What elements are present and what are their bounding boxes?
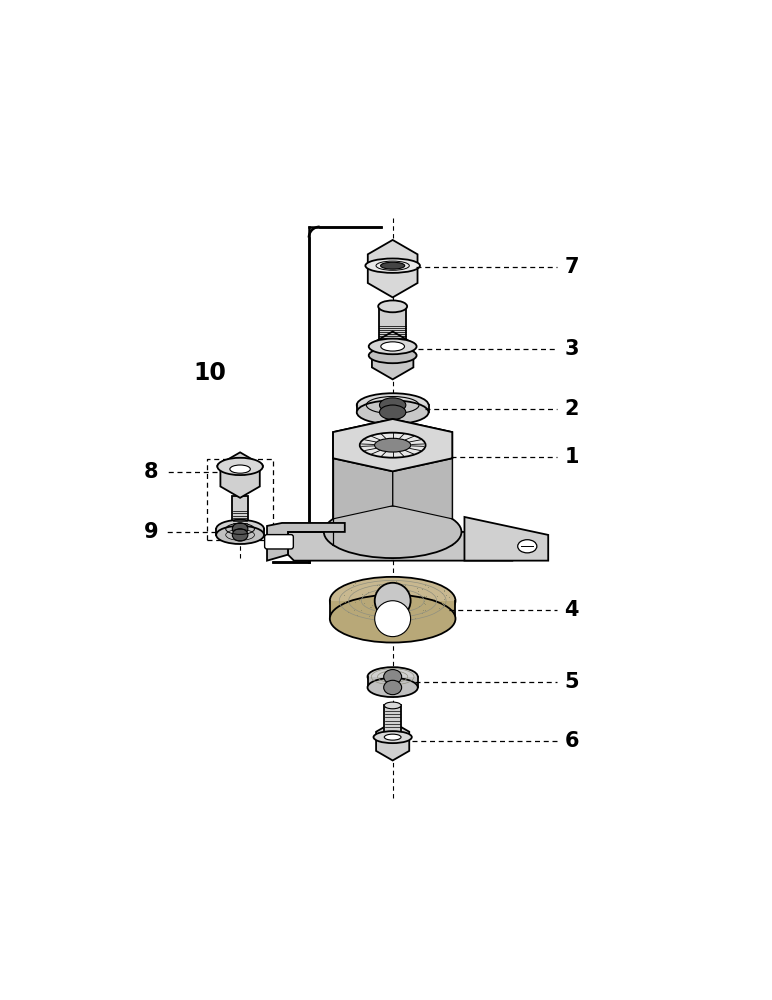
Text: 9: 9 [144,522,158,542]
Text: 2: 2 [564,399,579,419]
Ellipse shape [218,458,262,475]
Polygon shape [357,405,428,412]
Polygon shape [333,419,452,471]
Polygon shape [393,419,452,519]
Ellipse shape [367,678,418,697]
Polygon shape [380,306,406,346]
Text: 8: 8 [144,462,158,482]
Polygon shape [376,722,409,760]
Ellipse shape [218,460,262,472]
Ellipse shape [384,680,401,695]
Ellipse shape [330,577,455,625]
Ellipse shape [380,405,406,420]
Polygon shape [232,496,248,529]
Ellipse shape [518,540,537,553]
Ellipse shape [360,433,425,458]
FancyBboxPatch shape [265,535,293,549]
Polygon shape [333,419,393,519]
Ellipse shape [381,262,405,269]
Polygon shape [384,705,401,732]
Polygon shape [393,458,452,558]
Ellipse shape [230,465,250,473]
Ellipse shape [365,259,420,273]
Ellipse shape [384,702,401,709]
Ellipse shape [369,339,417,354]
Polygon shape [465,517,548,561]
Ellipse shape [216,526,264,544]
Text: 6: 6 [564,731,579,751]
Ellipse shape [232,526,248,532]
Text: 3: 3 [564,339,579,359]
Polygon shape [333,458,393,558]
Ellipse shape [374,601,411,637]
Ellipse shape [374,583,411,619]
Ellipse shape [378,300,407,312]
Polygon shape [216,529,264,535]
Ellipse shape [232,523,248,535]
Ellipse shape [374,438,411,452]
Ellipse shape [384,670,401,684]
Polygon shape [367,677,418,687]
Ellipse shape [330,595,455,643]
Ellipse shape [357,393,428,417]
Ellipse shape [216,520,264,538]
Ellipse shape [384,734,401,740]
Ellipse shape [232,529,248,541]
Text: 10: 10 [194,361,227,385]
Text: 7: 7 [564,257,579,277]
Polygon shape [220,452,260,498]
Ellipse shape [369,348,417,363]
Ellipse shape [367,667,418,686]
Polygon shape [333,419,452,471]
Ellipse shape [380,398,406,412]
Polygon shape [288,532,513,561]
Text: 5: 5 [564,672,579,692]
Polygon shape [367,240,418,297]
Ellipse shape [374,731,411,743]
Polygon shape [267,523,345,561]
Ellipse shape [324,506,462,558]
Ellipse shape [357,400,428,424]
Text: 4: 4 [564,600,579,620]
Polygon shape [372,331,413,379]
Ellipse shape [381,342,405,351]
Text: 1: 1 [564,447,579,467]
Polygon shape [330,601,455,619]
